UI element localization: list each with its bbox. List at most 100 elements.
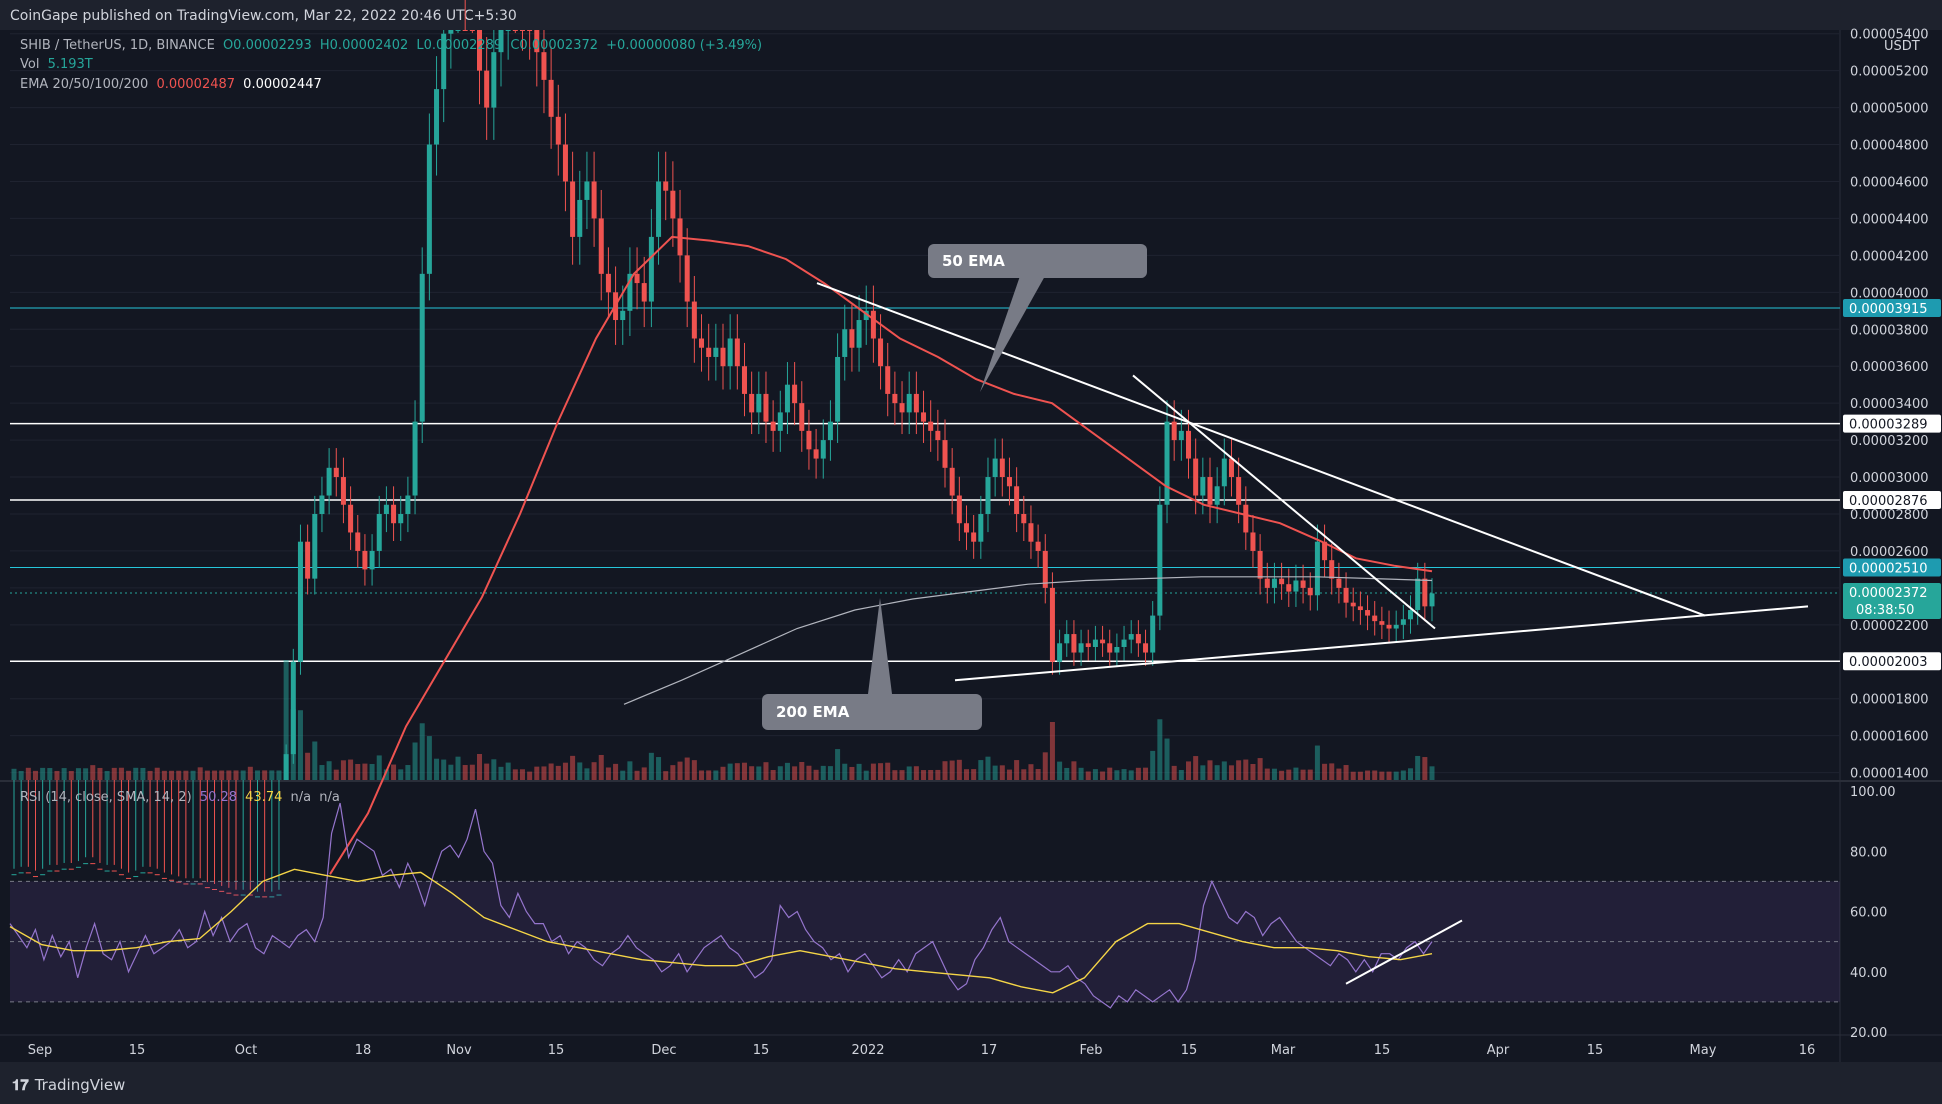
legend-open: O0.00002293 (222, 38, 312, 53)
rsi-line (9, 802, 1433, 1009)
volume-bar (949, 760, 955, 780)
candle-body (54, 870, 60, 872)
candle-body (47, 870, 53, 872)
candle-body (863, 310, 869, 321)
volume-bar (749, 766, 755, 780)
legend-close: C0.00002372 (510, 38, 599, 53)
candle-body (541, 52, 547, 80)
volume-bar (598, 754, 604, 780)
volume-bar (677, 761, 683, 780)
volume-bar (333, 769, 339, 780)
callouts: 50 EMA 200 EMA (762, 244, 1147, 730)
time-axis[interactable]: Sep 15 Oct 18 Nov 15 Dec 15 2022 17 Feb 15 Mar 15 Apr 1… (28, 1043, 1816, 1058)
volume-bar (613, 763, 619, 780)
volume-bar (512, 769, 518, 780)
volume-bar (462, 765, 468, 780)
ema50-line (329, 235, 1433, 875)
volume-bar (1379, 771, 1385, 780)
candle-body (412, 421, 418, 496)
price-axis[interactable]: 0.00005400 0.00005200 0.00005000 0.00004800… (1843, 28, 1941, 1041)
volume-bar (1236, 760, 1242, 780)
candle-body (1336, 578, 1342, 588)
rsi-tick-label: 40.00 (1850, 966, 1887, 981)
volume-bar (319, 765, 325, 780)
time-tick-label: 15 (548, 1043, 565, 1058)
volume-bar (369, 764, 375, 780)
candle-body (1314, 541, 1320, 596)
candle-body (1200, 477, 1206, 496)
volume-bar (448, 764, 454, 780)
candle-body (892, 393, 898, 404)
volume-bar (1028, 764, 1034, 780)
volume-bar (1157, 719, 1163, 780)
volume-bar (1035, 769, 1041, 780)
countdown-label: 08:38:50 (1856, 603, 1914, 618)
volume-bar (784, 762, 790, 780)
time-tick-label: 18 (355, 1043, 372, 1058)
candle-body (1386, 624, 1392, 629)
candle-body (398, 513, 404, 524)
volume-bar (727, 763, 733, 780)
candle-body (1271, 578, 1277, 588)
volume-bar (770, 770, 776, 780)
candle-body (756, 393, 762, 413)
volume-bar (620, 770, 626, 780)
candle-body (641, 283, 647, 302)
level-tag (1843, 299, 1941, 318)
volume-bar (1350, 771, 1356, 780)
candle-body (727, 338, 733, 367)
volume-bar (856, 763, 862, 780)
volume-bar (870, 763, 876, 780)
price-tick-label: 0.00005200 (1850, 65, 1929, 80)
volume-bar (219, 770, 225, 780)
candle-body (1114, 646, 1120, 653)
volume-bars (11, 660, 1435, 780)
price-tick-label: 0.00005400 (1850, 28, 1929, 43)
volume-bar (240, 770, 246, 780)
tradingview-logo-icon: 𝟏𝟕 (12, 1076, 29, 1094)
legend-ema-value-2: 0.00002447 (243, 77, 322, 92)
legend-change: +0.00000080 (+3.49%) (606, 38, 763, 53)
candle-body (770, 421, 776, 431)
candle-body (1257, 550, 1263, 579)
volume-bar (1264, 768, 1270, 780)
candle-body (734, 338, 740, 367)
volume-bar (799, 762, 805, 780)
price-tick-label: 0.00004600 (1850, 175, 1929, 190)
volume-bar (1114, 770, 1120, 780)
volume-bar (935, 769, 941, 780)
volume-bar (1085, 771, 1091, 780)
candle-body (283, 754, 289, 780)
tradingview-logo[interactable]: 𝟏𝟕 TradingView (12, 1076, 125, 1094)
candle-body (1415, 578, 1421, 611)
candle-body (1214, 486, 1220, 505)
volume-bar (634, 770, 640, 780)
volume-bar (383, 769, 389, 780)
volume-bar (835, 749, 841, 780)
rsi-tick-label: 80.00 (1850, 845, 1887, 860)
volume-bar (68, 771, 74, 780)
rsi-tick-label: 100.00 (1850, 785, 1896, 800)
candle-body (1035, 541, 1041, 551)
price-tick-label: 0.00003800 (1850, 323, 1929, 338)
candle-body (68, 868, 74, 870)
legend-row-rsi: RSI (14, close, SMA, 14, 2) 50.28 43.74 … (20, 790, 344, 805)
candle-body (32, 876, 38, 878)
candle-body (434, 89, 440, 145)
volume-bar (1329, 763, 1335, 780)
candle-body (999, 458, 1005, 478)
candle-body (1157, 504, 1163, 616)
volume-bar (434, 758, 440, 780)
volume-bar (720, 766, 726, 780)
volume-bar (663, 771, 669, 780)
volume-bar (25, 767, 31, 780)
price-tick-label: 0.00001400 (1850, 767, 1929, 782)
volume-bar (1408, 768, 1414, 780)
candle-body (570, 181, 576, 237)
candle-body (670, 190, 676, 219)
candle-body (1085, 643, 1091, 647)
level-tag-label: 0.00002510 (1849, 562, 1928, 577)
candle-body (749, 393, 755, 413)
candle-body (240, 894, 246, 896)
